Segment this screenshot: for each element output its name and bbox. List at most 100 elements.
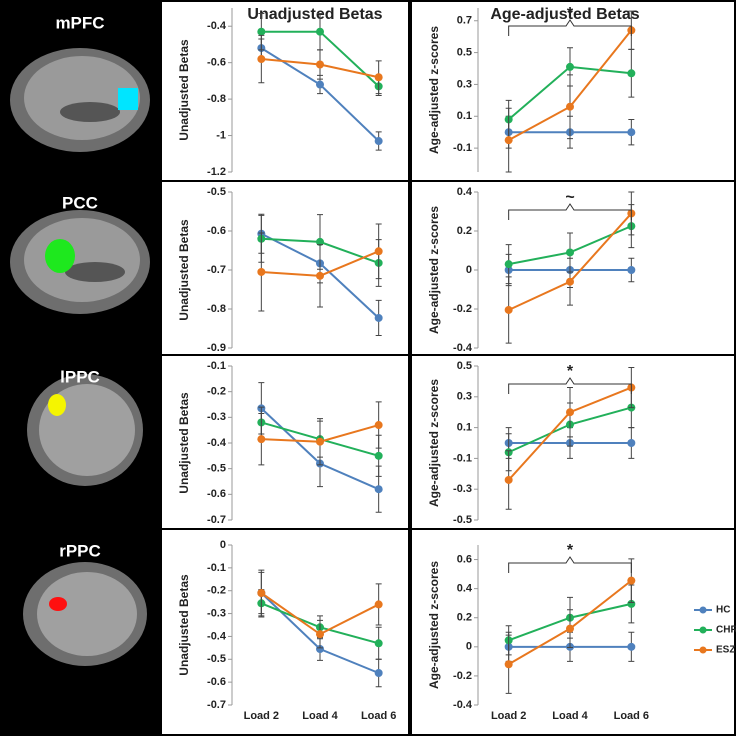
point <box>566 408 574 417</box>
point <box>566 277 574 286</box>
point <box>257 27 266 36</box>
region-label: mPFC <box>55 13 104 32</box>
y-tick-label: -0.3 <box>453 483 472 495</box>
point <box>374 669 383 677</box>
point <box>316 60 324 69</box>
point <box>627 642 636 651</box>
point <box>374 247 383 256</box>
point <box>257 589 266 597</box>
y-tick-label: -0.4 <box>453 699 473 711</box>
point <box>374 600 383 609</box>
y-axis-label: Unadjusted Betas <box>177 574 191 676</box>
y-tick-label: -0.1 <box>207 562 226 574</box>
point <box>374 639 383 648</box>
y-tick-label: -0.1 <box>453 142 472 154</box>
brain-lppc <box>27 374 143 486</box>
panel <box>412 2 734 180</box>
annotation-bracket <box>508 377 632 394</box>
legend-marker <box>699 646 707 654</box>
x-tick-label: Load 2 <box>244 710 279 722</box>
y-tick-label: -0.3 <box>207 411 226 423</box>
annotation: ~ <box>565 189 574 206</box>
point <box>504 260 513 269</box>
y-axis-label: Unadjusted Betas <box>177 392 191 494</box>
point <box>257 55 266 64</box>
y-tick-label: -0.4 <box>207 630 227 642</box>
legend-label: CHR <box>716 625 736 636</box>
point <box>504 475 513 484</box>
y-tick-label: 0.3 <box>457 78 472 90</box>
y-tick-label: 0 <box>220 539 226 551</box>
y-tick-label: -0.3 <box>207 607 226 619</box>
point <box>627 266 636 274</box>
annotation-bracket <box>508 556 632 573</box>
chart-title: Age-adjusted Betas <box>490 6 639 23</box>
point <box>374 73 383 82</box>
y-tick-label: -0.5 <box>207 186 226 198</box>
point <box>316 80 324 89</box>
y-axis-label: Unadjusted Betas <box>177 39 191 141</box>
y-tick-label: -0.7 <box>207 699 226 711</box>
y-tick-label: -0.5 <box>207 463 226 475</box>
panel <box>162 2 408 180</box>
y-tick-label: 0.2 <box>457 225 472 237</box>
y-tick-label: 0.1 <box>457 422 472 434</box>
y-tick-label: -0.6 <box>207 57 226 69</box>
y-tick-label: 0.7 <box>457 15 472 27</box>
point <box>504 660 513 669</box>
x-tick-label: Load 4 <box>552 710 588 722</box>
x-tick-label: Load 6 <box>614 710 649 722</box>
y-tick-label: -0.8 <box>207 93 226 105</box>
annotation: * <box>567 363 574 380</box>
annotation-bracket <box>508 19 632 36</box>
point <box>566 102 574 111</box>
point <box>627 439 636 447</box>
y-tick-label: -0.6 <box>207 488 226 500</box>
point <box>627 599 636 608</box>
y-tick-label: -0.2 <box>453 670 472 682</box>
y-tick-label: 0 <box>466 264 472 276</box>
point <box>374 421 383 430</box>
annotation: * <box>567 5 574 22</box>
point <box>627 128 636 137</box>
point <box>316 271 324 280</box>
point <box>566 62 574 71</box>
legend-label: HC <box>716 605 730 616</box>
x-tick-label: Load 4 <box>302 710 338 722</box>
y-tick-label: -0.6 <box>207 225 226 237</box>
point <box>257 267 266 276</box>
x-tick-label: Load 6 <box>361 710 396 722</box>
point <box>566 624 574 633</box>
chart-title: Unadjusted Betas <box>247 6 382 23</box>
y-axis-label: Age-adjusted z-scores <box>427 561 441 689</box>
region-label: lPPC <box>60 367 100 386</box>
y-tick-label: -1.2 <box>207 166 226 178</box>
point <box>257 435 266 444</box>
point <box>627 69 636 78</box>
y-tick-label: -0.6 <box>207 676 226 688</box>
brain-pcc <box>10 210 150 314</box>
point <box>504 136 513 145</box>
y-tick-label: 0.6 <box>457 553 472 565</box>
x-tick-label: Load 2 <box>491 710 526 722</box>
y-tick-label: -0.7 <box>207 514 226 526</box>
y-tick-label: -0.5 <box>453 514 472 526</box>
legend-label: ESZ <box>716 645 735 656</box>
y-tick-label: 0.3 <box>457 391 472 403</box>
y-tick-label: -0.2 <box>453 303 472 315</box>
panel <box>162 182 408 354</box>
y-tick-label: -0.1 <box>453 452 472 464</box>
annotation: * <box>567 542 574 559</box>
y-tick-label: -0.7 <box>207 264 226 276</box>
y-tick-label: 0 <box>466 641 472 653</box>
y-tick-label: 0.2 <box>457 612 472 624</box>
y-tick-label: -0.2 <box>207 386 226 398</box>
point <box>374 485 383 494</box>
panel <box>162 530 408 734</box>
brain-rppc <box>23 562 147 666</box>
panel <box>162 356 408 528</box>
point <box>316 237 324 246</box>
region-label: rPPC <box>59 541 101 560</box>
y-tick-label: 0.4 <box>457 186 473 198</box>
y-tick-label: 0.5 <box>457 46 472 58</box>
